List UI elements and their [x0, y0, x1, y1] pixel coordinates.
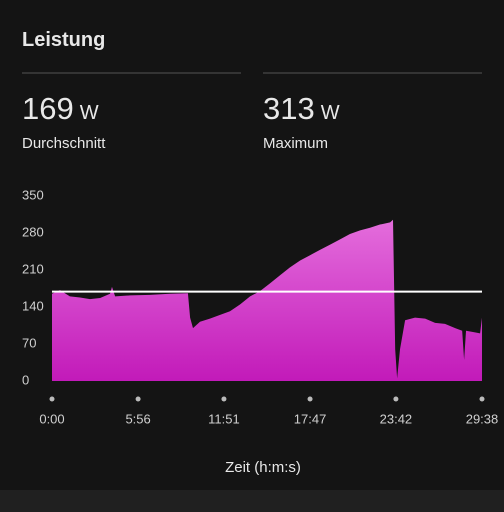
x-tick-dot [393, 396, 399, 402]
stat-number: 169 [22, 91, 74, 126]
x-tick-dot [307, 396, 313, 402]
y-tick-label: 280 [22, 224, 44, 239]
y-tick-label: 0 [22, 372, 29, 387]
x-tick-dot [135, 396, 141, 402]
x-tick-dot [221, 396, 227, 402]
stat-unit: W [321, 102, 340, 124]
x-tick-label: 29:38 [466, 411, 499, 426]
stat-label: Durchschnitt [22, 135, 106, 152]
stat-number: 313 [263, 91, 315, 126]
x-tick-dot [479, 396, 485, 402]
x-tick-label: 5:56 [125, 411, 150, 426]
x-tick-label: 17:47 [294, 411, 327, 426]
stat-value: 169 W [22, 91, 99, 126]
x-tick-label: 11:51 [208, 411, 240, 426]
x-tick-label: 0:00 [39, 411, 64, 426]
y-tick-label: 350 [22, 187, 44, 202]
title: Leistung [22, 29, 105, 51]
y-tick-label: 140 [22, 298, 44, 313]
x-tick-dot [49, 396, 55, 402]
stat-label: Maximum [263, 135, 328, 152]
bottom-bar [0, 490, 504, 512]
stat-value: 313 W [263, 91, 340, 126]
x-axis-label: Zeit (h:m:s) [225, 459, 301, 476]
x-tick-label: 23:42 [380, 411, 413, 426]
y-tick-label: 210 [22, 261, 44, 276]
y-tick-label: 70 [22, 335, 36, 350]
stat-unit: W [80, 102, 99, 124]
power-area [52, 219, 482, 381]
